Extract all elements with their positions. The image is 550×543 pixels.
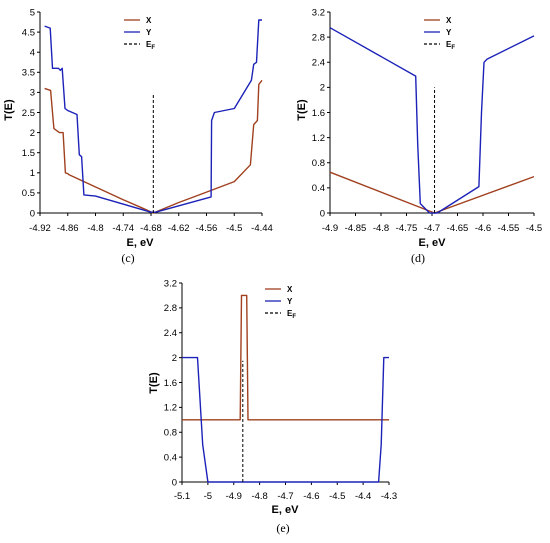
y-tick-label: 1 bbox=[30, 168, 35, 179]
y-tick-label: 2 bbox=[320, 83, 325, 94]
x-tick-label: -4.85 bbox=[345, 223, 367, 234]
y-tick-label: 1.2 bbox=[312, 133, 325, 144]
y-tick-label: 0.8 bbox=[312, 158, 325, 169]
y-tick-label: 2.4 bbox=[312, 58, 325, 69]
y-tick-label: 2.4 bbox=[164, 328, 177, 339]
y-tick-label: 2.5 bbox=[22, 108, 35, 119]
y-tick-label: 0.4 bbox=[312, 183, 325, 194]
legend: XY EF bbox=[424, 16, 455, 51]
legend: XY EF bbox=[124, 16, 155, 51]
x-tick-label: -4.5 bbox=[526, 223, 542, 234]
y-tick-label: 2 bbox=[30, 128, 35, 139]
y-tick-label: 4 bbox=[30, 48, 35, 59]
legend-label-x: X bbox=[446, 16, 452, 25]
x-axis-label: E, eV bbox=[127, 237, 155, 249]
chart-panel-1: -4.9 -4.85 -4.8 -4.75 -4.7 -4.65 -4.6 -4.55 -4.5… bbox=[296, 7, 542, 265]
series-line-x bbox=[182, 294, 389, 421]
y-tick-label: 0.8 bbox=[164, 428, 177, 439]
y-tick-label: 5 bbox=[30, 7, 35, 18]
y-axis-label: T(E) bbox=[148, 372, 160, 394]
y-tick-label: 0 bbox=[320, 208, 325, 219]
x-tick-label: -4.8 bbox=[87, 223, 103, 234]
y-tick-label: 0.5 bbox=[22, 188, 35, 199]
legend-label-y: Y bbox=[146, 28, 152, 37]
x-tick-label: -4.74 bbox=[112, 223, 134, 234]
y-tick-label: 3.2 bbox=[312, 7, 325, 18]
y-tick-label: 0.4 bbox=[164, 452, 177, 463]
x-tick-label: -4.92 bbox=[29, 223, 51, 234]
x-tick-label: -4.86 bbox=[57, 223, 79, 234]
x-tick-label: -4.3 bbox=[381, 491, 397, 502]
y-tick-label: 1.6 bbox=[312, 108, 325, 119]
x-tick-label: -4.62 bbox=[168, 223, 190, 234]
y-tick-label: 2 bbox=[172, 353, 177, 364]
x-tick-label: -4.68 bbox=[140, 223, 162, 234]
x-tick-label: -4.7 bbox=[277, 491, 293, 502]
panel-label: (d) bbox=[411, 251, 425, 265]
y-tick-label: 0 bbox=[30, 208, 35, 219]
x-axis-label: E, eV bbox=[419, 237, 447, 249]
x-tick-label: -4.6 bbox=[303, 491, 319, 502]
x-tick-label: -4.65 bbox=[447, 223, 469, 234]
chart-panel-2: -5.1 -5 -4.9 -4.8 -4.7 -4.6 -4.5 -4.4 -4.3 0 0.4 0.… bbox=[148, 278, 397, 535]
x-tick-label: -4.55 bbox=[498, 223, 520, 234]
legend-label-x: X bbox=[146, 16, 152, 25]
x-tick-label: -4.56 bbox=[196, 223, 218, 234]
legend-label-ef: EF bbox=[446, 40, 455, 51]
x-tick-label: -4.6 bbox=[475, 223, 491, 234]
x-axis-label: E, eV bbox=[272, 504, 300, 516]
x-tick-label: -4.9 bbox=[226, 491, 242, 502]
y-tick-label: 3.2 bbox=[164, 278, 177, 289]
y-tick-label: 1.6 bbox=[164, 378, 177, 389]
legend-label-y: Y bbox=[287, 297, 293, 306]
y-tick-label: 2.8 bbox=[312, 32, 325, 43]
x-tick-label: -4.8 bbox=[251, 491, 267, 502]
series-line-y bbox=[329, 27, 535, 214]
series-line-y bbox=[44, 19, 262, 213]
x-tick-label: -4.9 bbox=[322, 223, 338, 234]
series-line-y bbox=[182, 356, 389, 483]
panel-label: (c) bbox=[121, 251, 134, 265]
y-axis-label: T(E) bbox=[3, 99, 15, 121]
y-tick-label: 2.8 bbox=[164, 303, 177, 314]
legend-label-y: Y bbox=[446, 28, 452, 37]
x-tick-label: -5 bbox=[204, 491, 212, 502]
legend: XY EF bbox=[265, 285, 296, 320]
x-tick-label: -4.7 bbox=[424, 223, 440, 234]
panel-label: (e) bbox=[276, 521, 289, 535]
y-tick-label: 0 bbox=[172, 477, 177, 488]
x-tick-label: -4.44 bbox=[251, 223, 273, 234]
x-tick-label: -5.1 bbox=[174, 491, 190, 502]
x-tick-label: -4.8 bbox=[373, 223, 389, 234]
y-axis-label: T(E) bbox=[296, 99, 308, 121]
y-tick-label: 4.5 bbox=[22, 27, 35, 38]
legend-label-ef: EF bbox=[287, 309, 296, 320]
x-tick-label: -4.5 bbox=[226, 223, 242, 234]
legend-label-ef: EF bbox=[146, 40, 155, 51]
y-tick-label: 1.5 bbox=[22, 148, 35, 159]
x-tick-label: -4.5 bbox=[329, 491, 345, 502]
chart-panel-0: -4.92 -4.86 -4.8 -4.74 -4.68 -4.62 -4.56 -4.5 -4… bbox=[3, 7, 273, 265]
x-tick-label: -4.4 bbox=[355, 491, 371, 502]
y-tick-label: 3.5 bbox=[22, 68, 35, 79]
y-tick-label: 1.2 bbox=[164, 403, 177, 414]
series-line-x bbox=[44, 79, 263, 214]
x-tick-label: -4.75 bbox=[396, 223, 418, 234]
series-line-x bbox=[329, 171, 535, 214]
legend-label-x: X bbox=[287, 285, 293, 294]
y-tick-label: 3 bbox=[30, 88, 35, 99]
